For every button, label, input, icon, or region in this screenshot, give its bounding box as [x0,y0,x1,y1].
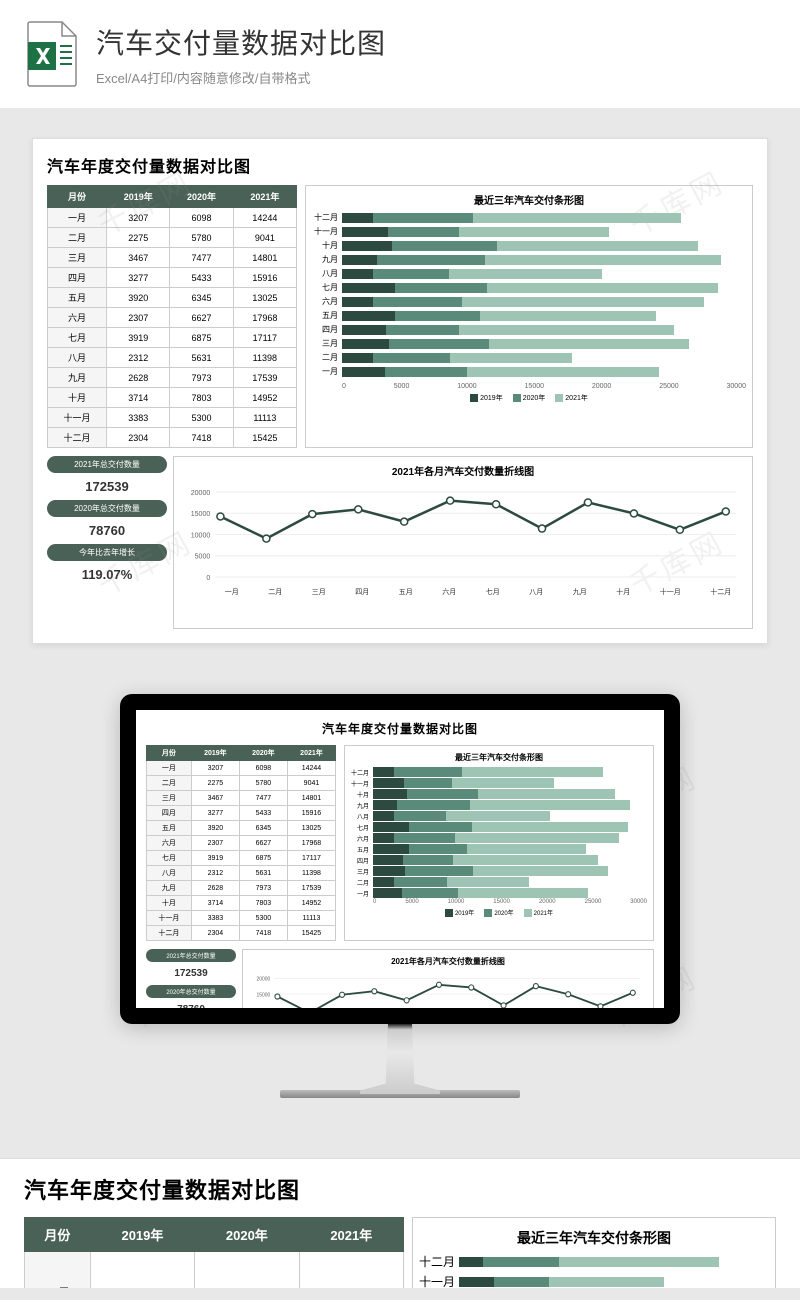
template-preview-large: 千库网 千库网 千库网 千库网 汽车年度交付量数据对比图 月份2019年2020… [32,138,768,644]
svg-text:0: 0 [206,575,210,582]
template-preview-zoom: 汽车年度交付量数据对比图 月份2019年2020年2021年一月32076098… [0,1158,800,1288]
kpi-label-2020: 2020年总交付数量 [146,985,236,998]
kpi-label-2021: 2021年总交付数量 [146,949,236,962]
kpi-panel: 2021年总交付数量 172539 2020年总交付数量 78760 今年比去年… [146,949,236,1008]
svg-text:20000: 20000 [257,977,271,983]
excel-file-icon [24,20,80,88]
svg-text:5000: 5000 [195,554,211,561]
page-title: 汽车交付量数据对比图 [96,22,386,62]
svg-text:15000: 15000 [191,511,211,518]
kpi-label-2020: 2020年总交付数量 [47,500,167,517]
kpi-value-2021: 172539 [146,966,236,981]
svg-text:20000: 20000 [191,490,211,497]
delivery-data-table: 月份2019年2020年2021年一月3207609814244二月227557… [146,745,336,941]
panel-title: 汽车年度交付量数据对比图 [47,153,753,177]
kpi-label-growth: 今年比去年增长 [47,544,167,561]
kpi-panel: 2021年总交付数量 172539 2020年总交付数量 78760 今年比去年… [47,456,167,629]
svg-text:10000: 10000 [191,533,211,540]
bar-chart-title: 最近三年汽车交付条形图 [419,1228,769,1248]
line-chart-title: 2021年各月汽车交付数量折线图 [180,463,746,478]
stacked-bar-chart: 最近三年汽车交付条形图 十二月十一月十月九月八月七月六月五月四月三月二月一月 0… [344,745,654,941]
panel-title: 汽车年度交付量数据对比图 [24,1173,776,1205]
line-chart-title: 2021年各月汽车交付数量折线图 [249,956,647,967]
bar-chart-title: 最近三年汽车交付条形图 [312,192,746,207]
line-chart: 2021年各月汽车交付数量折线图 05000100001500020000 一月… [173,456,753,629]
line-chart: 2021年各月汽车交付数量折线图 05000100001500020000 一月… [242,949,654,1008]
page-header: 汽车交付量数据对比图 Excel/A4打印/内容随意修改/自带格式 [0,0,800,108]
svg-text:15000: 15000 [257,992,271,998]
panel-title: 汽车年度交付量数据对比图 [146,720,654,737]
monitor-mockup: 千库网 千库网 千库网 千库网 汽车年度交付量数据对比图 月份2019年2020… [0,694,800,1098]
delivery-data-table: 月份2019年2020年2021年一月3207609814244二月227557… [24,1217,404,1288]
delivery-data-table: 月份2019年2020年2021年一月3207609814244二月227557… [47,185,297,448]
kpi-value-2020: 78760 [146,1002,236,1008]
page-subtitle: Excel/A4打印/内容随意修改/自带格式 [96,68,386,87]
stacked-bar-chart: 最近三年汽车交付条形图 十二月十一月十月九月八月七月六月五月四月三月二月一月 0… [305,185,753,448]
stacked-bar-chart: 最近三年汽车交付条形图 十二月十一月十月九月八月七月六月五月四月三月二月一月 [412,1217,776,1288]
kpi-value-2020: 78760 [47,521,167,540]
kpi-value-growth: 119.07% [47,565,167,584]
kpi-label-2021: 2021年总交付数量 [47,456,167,473]
kpi-value-2021: 172539 [47,477,167,496]
bar-chart-title: 最近三年汽车交付条形图 [351,752,647,763]
